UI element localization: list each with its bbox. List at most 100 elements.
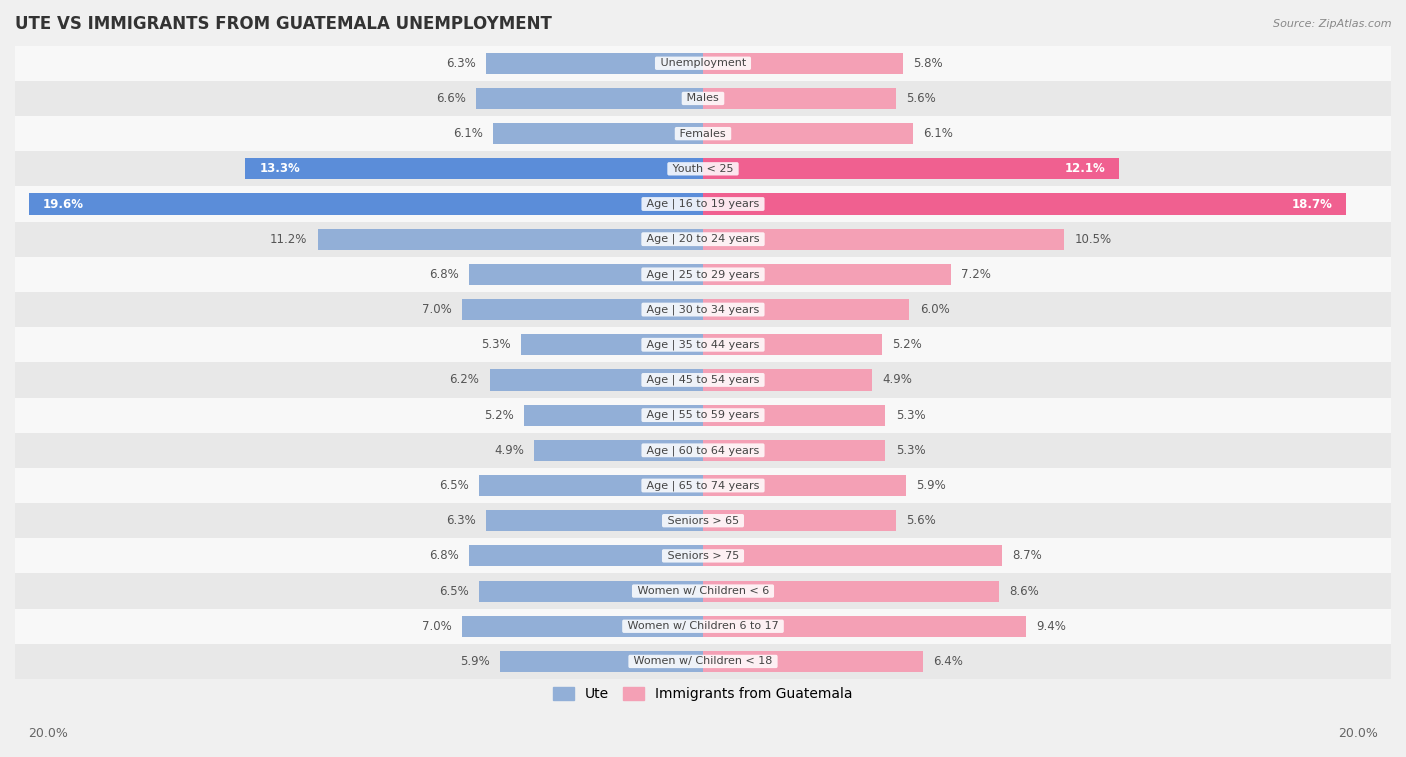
Bar	[15, 222, 1391, 257]
Text: 12.1%: 12.1%	[1064, 162, 1105, 176]
Bar	[703, 299, 910, 320]
Bar	[15, 186, 1391, 222]
Bar	[15, 116, 1391, 151]
Bar	[28, 194, 703, 214]
Text: 19.6%: 19.6%	[42, 198, 83, 210]
Text: 6.3%: 6.3%	[446, 514, 477, 527]
Bar	[15, 45, 1391, 81]
Text: 5.3%: 5.3%	[896, 444, 925, 456]
Text: Age | 25 to 29 years: Age | 25 to 29 years	[643, 269, 763, 279]
Text: 6.1%: 6.1%	[453, 127, 482, 140]
Text: 13.3%: 13.3%	[259, 162, 299, 176]
Bar	[703, 53, 903, 74]
Bar	[703, 369, 872, 391]
Text: 11.2%: 11.2%	[270, 232, 308, 246]
Text: 7.0%: 7.0%	[422, 303, 451, 316]
Bar	[15, 609, 1391, 644]
Text: Age | 30 to 34 years: Age | 30 to 34 years	[643, 304, 763, 315]
Bar	[15, 503, 1391, 538]
Bar	[470, 545, 703, 566]
Bar	[703, 334, 882, 355]
Text: 6.5%: 6.5%	[439, 584, 470, 597]
Text: 4.9%: 4.9%	[495, 444, 524, 456]
Text: 10.5%: 10.5%	[1074, 232, 1112, 246]
Text: Women w/ Children < 18: Women w/ Children < 18	[630, 656, 776, 666]
Bar	[15, 81, 1391, 116]
Bar	[703, 440, 886, 461]
Bar	[15, 257, 1391, 292]
Bar	[470, 264, 703, 285]
Bar	[524, 404, 703, 425]
Text: 6.8%: 6.8%	[429, 268, 458, 281]
Bar	[703, 651, 924, 672]
Text: Unemployment: Unemployment	[657, 58, 749, 68]
Bar	[486, 510, 703, 531]
Text: 18.7%: 18.7%	[1292, 198, 1333, 210]
Text: 8.7%: 8.7%	[1012, 550, 1042, 562]
Text: 5.6%: 5.6%	[905, 514, 936, 527]
Text: 6.1%: 6.1%	[924, 127, 953, 140]
Text: 6.3%: 6.3%	[446, 57, 477, 70]
Text: Source: ZipAtlas.com: Source: ZipAtlas.com	[1274, 19, 1392, 29]
Bar	[534, 440, 703, 461]
Text: Age | 35 to 44 years: Age | 35 to 44 years	[643, 339, 763, 350]
Bar	[703, 229, 1064, 250]
Text: Youth < 25: Youth < 25	[669, 164, 737, 174]
Bar	[486, 53, 703, 74]
Bar	[15, 538, 1391, 574]
Bar	[501, 651, 703, 672]
Bar	[15, 151, 1391, 186]
Text: 7.2%: 7.2%	[960, 268, 991, 281]
Text: Age | 65 to 74 years: Age | 65 to 74 years	[643, 480, 763, 491]
Bar	[703, 545, 1002, 566]
Text: Age | 60 to 64 years: Age | 60 to 64 years	[643, 445, 763, 456]
Text: 6.0%: 6.0%	[920, 303, 949, 316]
Text: 20.0%: 20.0%	[28, 727, 67, 740]
Text: 6.5%: 6.5%	[439, 479, 470, 492]
Text: 7.0%: 7.0%	[422, 620, 451, 633]
Bar	[703, 194, 1347, 214]
Text: Women w/ Children < 6: Women w/ Children < 6	[634, 586, 772, 596]
Text: UTE VS IMMIGRANTS FROM GUATEMALA UNEMPLOYMENT: UTE VS IMMIGRANTS FROM GUATEMALA UNEMPLO…	[15, 15, 553, 33]
Bar	[15, 363, 1391, 397]
Bar	[489, 369, 703, 391]
Text: 4.9%: 4.9%	[882, 373, 911, 386]
Bar	[520, 334, 703, 355]
Text: 5.9%: 5.9%	[460, 655, 489, 668]
Bar	[463, 615, 703, 637]
Text: 6.2%: 6.2%	[450, 373, 479, 386]
Text: 5.3%: 5.3%	[481, 338, 510, 351]
Bar	[15, 397, 1391, 433]
Text: 6.6%: 6.6%	[436, 92, 465, 105]
Bar	[703, 88, 896, 109]
Bar	[15, 574, 1391, 609]
Text: 5.6%: 5.6%	[905, 92, 936, 105]
Text: Seniors > 75: Seniors > 75	[664, 551, 742, 561]
Text: Women w/ Children 6 to 17: Women w/ Children 6 to 17	[624, 621, 782, 631]
Bar	[246, 158, 703, 179]
Bar	[703, 264, 950, 285]
Bar	[15, 644, 1391, 679]
Bar	[479, 475, 703, 496]
Text: Age | 20 to 24 years: Age | 20 to 24 years	[643, 234, 763, 245]
Text: Age | 45 to 54 years: Age | 45 to 54 years	[643, 375, 763, 385]
Bar	[703, 510, 896, 531]
Text: Males: Males	[683, 93, 723, 104]
Bar	[477, 88, 703, 109]
Bar	[703, 123, 912, 144]
Text: 5.8%: 5.8%	[912, 57, 942, 70]
Bar	[15, 433, 1391, 468]
Bar	[15, 327, 1391, 363]
Bar	[703, 615, 1026, 637]
Bar	[15, 468, 1391, 503]
Text: 5.2%: 5.2%	[893, 338, 922, 351]
Text: 5.3%: 5.3%	[896, 409, 925, 422]
Text: 8.6%: 8.6%	[1010, 584, 1039, 597]
Bar	[15, 292, 1391, 327]
Text: 5.2%: 5.2%	[484, 409, 513, 422]
Text: 20.0%: 20.0%	[1339, 727, 1378, 740]
Bar	[479, 581, 703, 602]
Text: Age | 16 to 19 years: Age | 16 to 19 years	[643, 199, 763, 209]
Bar	[703, 158, 1119, 179]
Text: Age | 55 to 59 years: Age | 55 to 59 years	[643, 410, 763, 420]
